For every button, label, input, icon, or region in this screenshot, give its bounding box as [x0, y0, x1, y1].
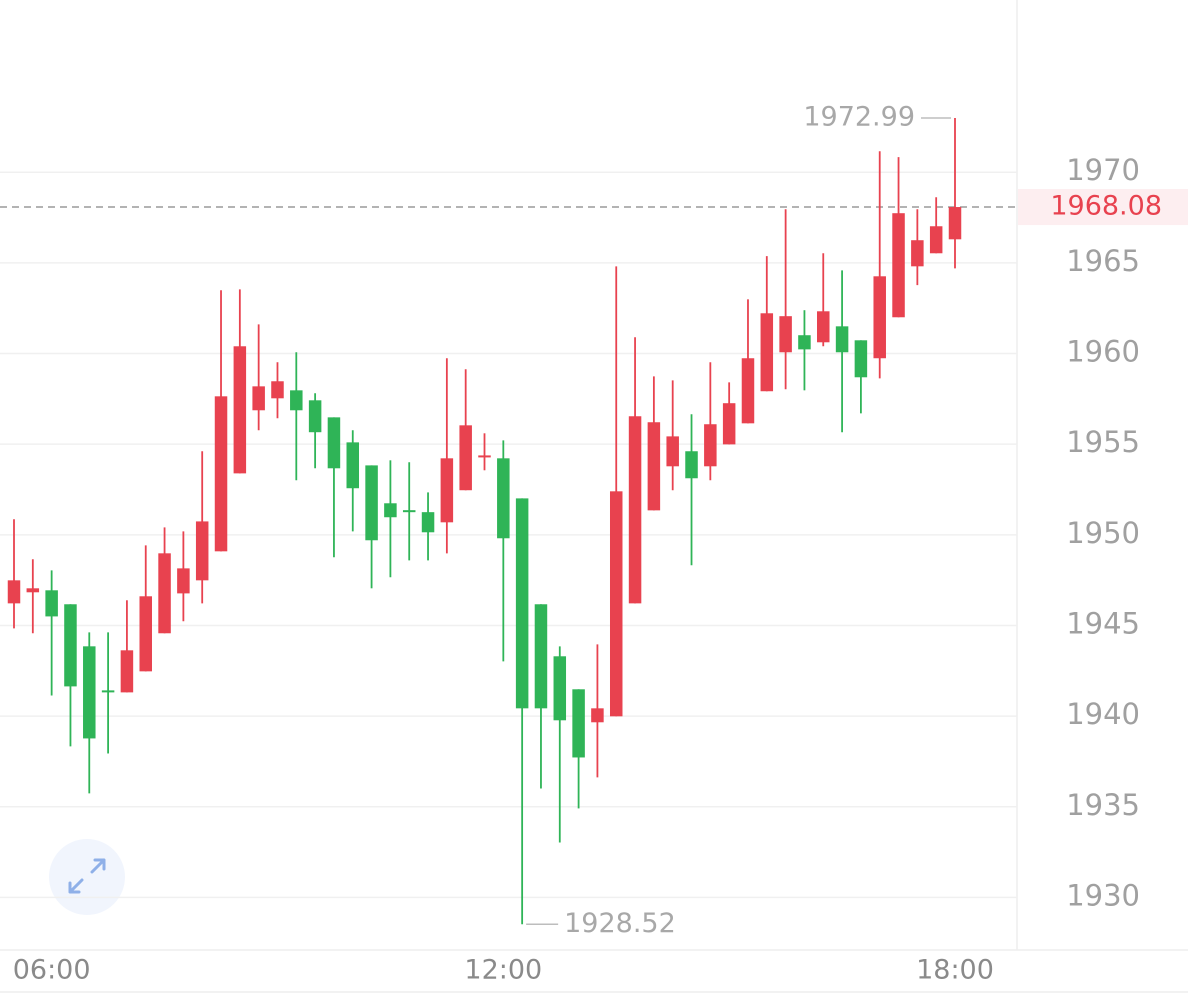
candle-body [177, 568, 190, 594]
y-tick-label: 1945 [1066, 606, 1140, 640]
candle-body [7, 580, 21, 604]
candle-body [384, 503, 397, 518]
candle-body [402, 510, 416, 513]
candle-body [591, 708, 604, 723]
x-tick-label: 18:00 [916, 955, 994, 986]
candle-body [271, 381, 284, 399]
y-tick-label: 1960 [1066, 335, 1140, 369]
candle-body [346, 442, 360, 489]
expand-button-bg[interactable] [49, 839, 125, 915]
candle-body [139, 596, 152, 672]
candle-body [158, 553, 171, 634]
candle-body [628, 416, 642, 604]
y-tick-label: 1930 [1066, 878, 1140, 912]
candle-body [515, 498, 529, 709]
y-tick-label: 1970 [1066, 153, 1140, 187]
candle-body [647, 422, 661, 511]
candle-body [685, 451, 698, 479]
candle-body [233, 346, 247, 474]
last-price-label: 1968.08 [1050, 191, 1162, 222]
candle-body [722, 403, 736, 445]
y-tick-label: 1965 [1066, 244, 1140, 278]
candle-body [553, 656, 567, 721]
candle-body [534, 604, 548, 709]
high-marker-label: 1972.99 [803, 102, 915, 133]
candle-body [779, 316, 792, 353]
candle-body [252, 386, 265, 411]
candle-body [478, 455, 491, 458]
candle-body [929, 226, 943, 254]
candle-body [195, 521, 209, 581]
candle-body [835, 326, 849, 353]
y-tick-label: 1955 [1066, 425, 1140, 459]
candle-body [120, 650, 134, 693]
candle-body [666, 436, 679, 467]
x-tick-label: 12:00 [464, 955, 542, 986]
y-tick-label: 1950 [1066, 516, 1140, 550]
candle-body [854, 340, 868, 378]
candle-body [497, 458, 510, 539]
candle-body [817, 311, 830, 343]
candle-body [704, 424, 717, 467]
candle-body [26, 588, 40, 593]
candle-body [290, 390, 303, 411]
candle-body [798, 335, 811, 350]
candle-body [873, 276, 886, 359]
candle-body [64, 604, 77, 687]
candle-body [421, 512, 435, 533]
candle-body [308, 400, 322, 433]
candle-body [327, 417, 341, 469]
candle-body [948, 207, 962, 240]
candle-body [365, 465, 378, 541]
candle-body [214, 396, 228, 552]
expand-button[interactable] [49, 839, 125, 915]
candle-body [572, 689, 585, 758]
candle-body [609, 491, 623, 717]
y-tick-label: 1940 [1066, 697, 1140, 731]
last-price-badge [1018, 189, 1188, 226]
y-tick-label: 1935 [1066, 788, 1140, 822]
candle-body [440, 458, 454, 523]
candle-body [459, 425, 472, 491]
candle-body [741, 358, 755, 424]
x-tick-label: 06:00 [13, 955, 91, 986]
candle-body [101, 690, 115, 693]
candle-body [83, 646, 96, 739]
candle-body [760, 313, 774, 392]
candle-body [45, 590, 58, 617]
candle-body [911, 240, 924, 267]
candle-body [892, 213, 905, 318]
low-marker-label: 1928.52 [564, 908, 676, 939]
expand-icon[interactable] [68, 858, 106, 894]
